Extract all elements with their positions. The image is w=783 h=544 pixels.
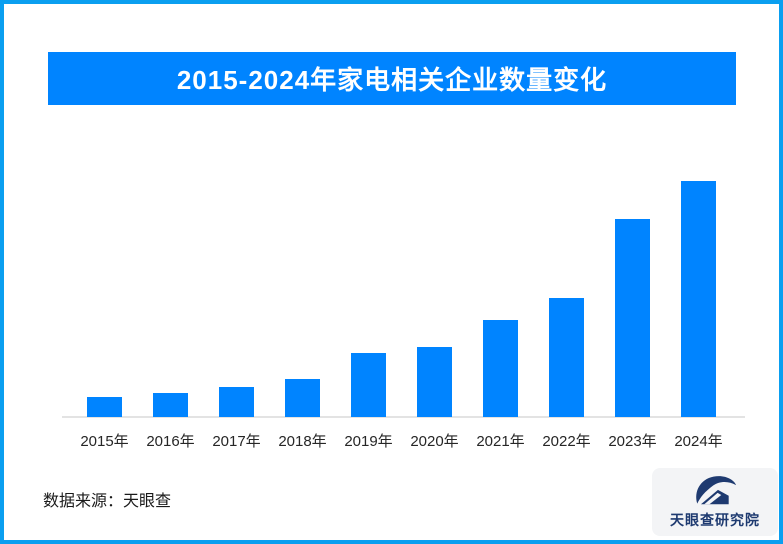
x-axis-line (62, 416, 745, 418)
bar-2020年 (417, 347, 452, 417)
chart-title-banner: 2015-2024年家电相关企业数量变化 (48, 52, 736, 105)
x-tick-label-2024年: 2024年 (674, 433, 723, 450)
bar-2019年 (351, 353, 386, 417)
tianyancha-research-badge: 天眼查研究院 (652, 468, 778, 536)
chart-title: 2015-2024年家电相关企业数量变化 (176, 65, 608, 95)
bar-2018年 (285, 379, 320, 417)
x-tick-label-2015年: 2015年 (80, 433, 129, 450)
bar-2021年 (483, 320, 518, 417)
tianyancha-research-label: 天眼查研究院 (670, 512, 760, 528)
bar-plot: 2015年 2016年 2017年 2018年 2019年 2020年 2021年 2022年… (4, 4, 779, 540)
bar-2015年 (87, 397, 122, 417)
x-tick-label-2022年: 2022年 (542, 433, 591, 450)
bar-2022年 (549, 298, 584, 417)
bar-2023年 (615, 219, 650, 417)
bar-2016年 (153, 393, 188, 417)
x-tick-label-2021年: 2021年 (476, 433, 525, 450)
x-tick-label-2016年: 2016年 (146, 433, 195, 450)
bar-2024年 (681, 181, 716, 417)
x-tick-label-2017年: 2017年 (212, 433, 261, 450)
x-tick-label-2023年: 2023年 (608, 433, 657, 450)
data-source-label: 数据来源：天眼查 (43, 493, 172, 510)
x-tick-label-2019年: 2019年 (344, 433, 393, 450)
tianyancha-eye-house-logo-icon (696, 476, 737, 505)
x-tick-label-2020年: 2020年 (410, 433, 459, 450)
bar-2017年 (219, 387, 254, 417)
x-tick-label-2018年: 2018年 (278, 433, 327, 450)
